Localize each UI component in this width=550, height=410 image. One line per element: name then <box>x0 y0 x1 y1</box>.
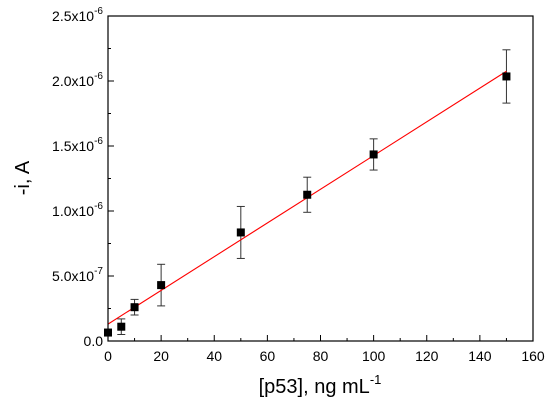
x-axis-ticks: 0 20 40 60 80 100 120 140 160 <box>104 335 545 364</box>
data-point <box>157 281 166 290</box>
y-tick-label: 1.0x10-6 <box>52 201 103 219</box>
x-tick-label: 160 <box>521 348 545 364</box>
y-tick-label: 2.0x10-6 <box>52 71 103 89</box>
y-axis-title: -i, A <box>12 160 34 195</box>
data-point <box>236 228 245 237</box>
x-tick-label: 100 <box>362 348 386 364</box>
y-axis-ticks: 0.0 5.0x10-7 1.0x10-6 1.5x10-6 2.0x10-6 2.5x1… <box>52 6 114 349</box>
x-axis-title: [p53], ng mL-1 <box>259 372 382 398</box>
y-tick-label: 0.0 <box>84 333 104 349</box>
x-tick-label: 140 <box>468 348 492 364</box>
data-point <box>369 150 378 159</box>
data-point <box>117 322 126 331</box>
x-tick-label: 20 <box>153 348 169 364</box>
x-tick-label: 40 <box>206 348 222 364</box>
x-tick-label: 120 <box>415 348 439 364</box>
y-tick-label: 2.5x10-6 <box>52 6 103 24</box>
x-tick-label: 80 <box>313 348 329 364</box>
y-tick-label: 1.5x10-6 <box>52 136 103 154</box>
x-tick-label: 60 <box>260 348 276 364</box>
x-axis-title-superscript: -1 <box>370 372 382 387</box>
plot-frame <box>107 15 534 342</box>
data-point <box>303 190 312 199</box>
error-bars <box>117 49 511 335</box>
data-point <box>502 72 511 81</box>
data-point <box>130 303 139 312</box>
x-axis-title-text: [p53], ng mL <box>259 376 370 398</box>
y-tick-label: 5.0x10-7 <box>52 266 103 284</box>
x-tick-label: 0 <box>104 348 112 364</box>
